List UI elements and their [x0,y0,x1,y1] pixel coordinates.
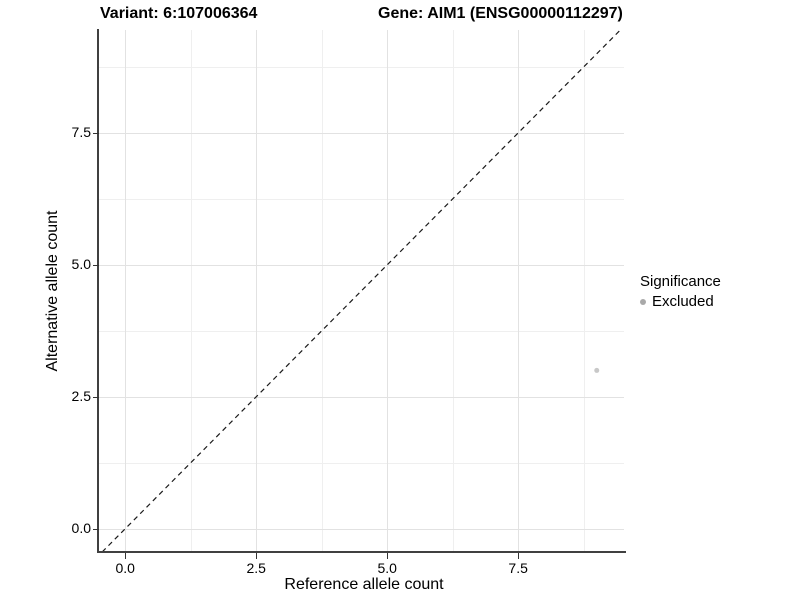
gridline-major-horizontal [99,396,624,398]
gridline-major-vertical [387,30,389,552]
y-axis-tick [93,528,99,530]
x-tick-label: 2.5 [246,560,266,576]
legend: Significance Excluded [640,272,721,310]
gridline-minor-horizontal [99,330,624,332]
plot-panel [99,30,624,552]
y-axis-label: Alternative allele count [44,210,61,372]
gridline-major-vertical [518,30,520,552]
x-axis-line [97,551,626,553]
y-axis-tick [93,132,99,134]
x-axis-tick [125,553,127,559]
plot-title-variant: Variant: 6:107006364 [100,5,258,22]
gridline-minor-vertical [583,30,585,552]
gridline-major-horizontal [99,528,624,530]
legend-key-dot [640,298,646,305]
x-axis-label: Reference allele count [284,576,444,593]
legend-item-label: Excluded [652,293,714,310]
gridline-major-vertical [256,30,258,552]
x-tick-label: 5.0 [377,560,397,576]
gridline-major-horizontal [99,264,624,266]
gridline-minor-horizontal [99,198,624,200]
x-axis-tick [387,553,389,559]
y-axis-tick [93,396,99,398]
x-axis-tick [518,553,520,559]
legend-item-excluded: Excluded [640,293,721,310]
y-axis-tick [93,264,99,266]
gridline-minor-vertical [452,30,454,552]
x-tick-label: 7.5 [508,560,528,576]
legend-title: Significance [640,273,721,290]
gridline-major-horizontal [99,132,624,134]
y-axis-line [97,29,99,553]
plot-title-gene: Gene: AIM1 (ENSG00000112297) [378,5,623,22]
x-tick-label: 0.0 [115,560,135,576]
y-tick-label: 7.5 [71,123,91,140]
y-tick-label: 0.0 [71,519,91,536]
plot-svg [101,30,621,552]
data-point-excluded [594,367,600,373]
x-axis-tick [256,553,258,559]
gridline-minor-vertical [190,30,192,552]
gridline-minor-vertical [321,30,323,552]
gridline-minor-horizontal [99,66,624,68]
gridline-major-vertical [125,30,127,552]
gridline-minor-horizontal [99,462,624,464]
identity-reference-line [101,30,621,552]
y-tick-label: 5.0 [71,255,91,272]
y-tick-label: 2.5 [71,387,91,404]
